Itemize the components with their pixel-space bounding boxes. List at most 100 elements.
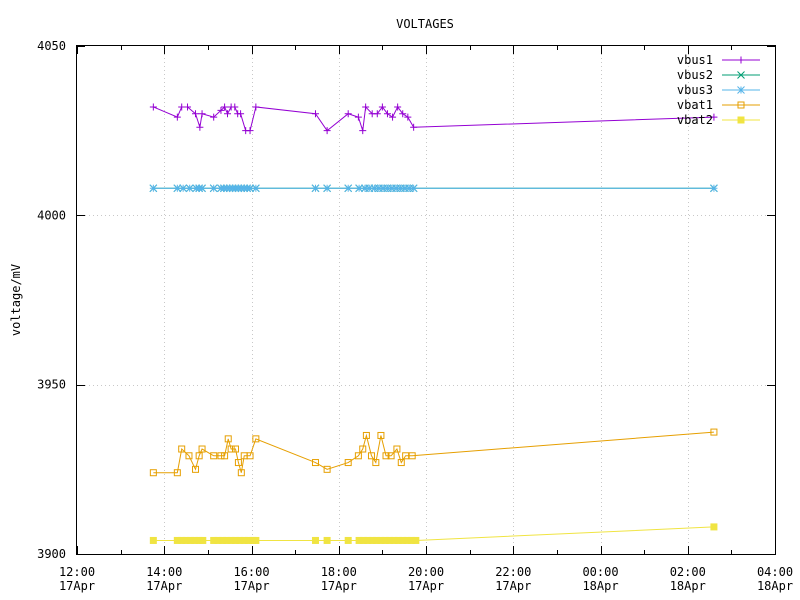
data-point-vbus1 [362, 103, 370, 111]
data-point-vbus3 [149, 184, 158, 193]
data-point-vbus1 [404, 113, 412, 121]
data-point-vbus3 [710, 184, 718, 193]
x-tick-label-time: 16:00 [233, 565, 269, 579]
grid [77, 46, 775, 554]
data-point-vbat1 [397, 459, 405, 467]
data-point-vbat2 [223, 536, 231, 544]
chart-title: VOLTAGES [396, 17, 454, 31]
data-point-vbus1 [149, 103, 157, 111]
data-point-vbat2 [149, 536, 157, 544]
x-tick-label-date: 17Apr [408, 579, 444, 593]
data-point-vbat2 [412, 536, 420, 544]
series-vbat2 [149, 523, 718, 544]
data-point-vbus3 [379, 184, 387, 193]
data-point-vbus3 [311, 184, 320, 193]
data-point-vbus3 [246, 184, 254, 193]
data-point-vbus3 [374, 184, 383, 193]
data-point-vbat1 [221, 452, 229, 460]
x-tick-label-date: 17Apr [233, 579, 269, 593]
data-point-vbat2 [311, 536, 319, 544]
data-point-vbus3 [361, 184, 369, 193]
data-point-vbat1 [224, 435, 232, 443]
data-point-vbus1 [252, 103, 260, 111]
data-point-vbat2 [364, 536, 372, 544]
data-point-vbus1 [196, 123, 204, 131]
data-point-vbat1 [354, 452, 362, 460]
data-point-vbat1 [192, 465, 200, 473]
data-point-vbus1 [394, 103, 402, 111]
x-tick-label-date: 18Apr [670, 579, 706, 593]
data-point-vbat2 [377, 536, 385, 544]
y-tick-label: 3900 [37, 547, 66, 561]
data-point-vbus3 [405, 184, 414, 193]
data-point-vbat2 [373, 536, 381, 544]
data-point-vbat1 [149, 469, 157, 477]
data-point-vbus3 [173, 184, 182, 193]
legend-marker-vbus3 [737, 86, 745, 94]
data-point-vbat2 [394, 536, 402, 544]
data-point-vbus1 [224, 110, 232, 118]
x-tick-label-time: 22:00 [495, 565, 531, 579]
data-point-vbus1 [217, 106, 225, 114]
data-point-vbat1 [393, 445, 401, 453]
data-point-vbat2 [381, 536, 389, 544]
data-point-vbat2 [195, 536, 203, 544]
x-tick-label-date: 17Apr [495, 579, 531, 593]
data-point-vbat2 [399, 536, 407, 544]
data-point-vbat1 [198, 445, 206, 453]
data-point-vbus1 [389, 113, 397, 121]
data-point-vbus1 [237, 110, 245, 118]
data-point-vbat1 [311, 459, 319, 467]
y-tick-label: 3950 [37, 378, 66, 392]
data-point-vbat2 [210, 536, 218, 544]
data-point-vbus1 [410, 123, 418, 131]
data-point-vbat1 [252, 435, 260, 443]
data-point-vbat2 [359, 536, 367, 544]
data-point-vbat1 [387, 452, 395, 460]
x-tick-label-date: 18Apr [757, 579, 793, 593]
data-point-vbat1 [210, 452, 218, 460]
y-tick-label: 4000 [37, 208, 66, 222]
data-point-vbat2 [344, 536, 352, 544]
data-point-vbus1 [311, 110, 319, 118]
data-point-vbus1 [399, 110, 407, 118]
x-tick-label-time: 04:00 [757, 565, 793, 579]
data-point-vbat1 [382, 452, 390, 460]
data-point-vbat2 [368, 536, 376, 544]
legend-marker-vbat1 [737, 101, 745, 109]
data-point-vbat2 [245, 536, 253, 544]
data-point-vbus1 [373, 110, 381, 118]
x-tick-label-date: 17Apr [146, 579, 182, 593]
data-point-vbat2 [191, 536, 199, 544]
data-point-vbat1 [246, 452, 254, 460]
legend-marker-vbus2 [737, 71, 745, 79]
y-tick-label: 4050 [37, 39, 66, 53]
data-point-vbat1 [217, 452, 225, 460]
data-point-vbus3 [396, 184, 405, 193]
data-point-vbus3 [355, 184, 363, 193]
data-point-vbat2 [403, 536, 411, 544]
data-point-vbus1 [173, 113, 181, 121]
data-point-vbus1 [192, 110, 200, 118]
x-tick-label-date: 18Apr [582, 579, 618, 593]
data-point-vbat2 [407, 536, 415, 544]
data-point-vbat1 [173, 469, 181, 477]
series-vbus1 [149, 103, 718, 135]
legend-label-vbat1: vbat1 [677, 98, 713, 112]
data-point-vbus3 [392, 184, 401, 193]
legend-label-vbat2: vbat2 [677, 113, 713, 127]
series-vbus3 [149, 184, 718, 193]
data-point-vbat1 [377, 431, 385, 439]
data-point-vbus3 [252, 184, 260, 193]
data-point-vbat1 [367, 452, 375, 460]
data-point-vbus3 [365, 184, 374, 193]
data-point-vbus1 [184, 103, 192, 111]
data-point-vbat2 [323, 536, 331, 544]
data-point-vbat2 [252, 536, 260, 544]
legend-label-vbus1: vbus1 [677, 53, 713, 67]
data-point-vbat2 [182, 536, 190, 544]
plot-border [76, 45, 776, 555]
